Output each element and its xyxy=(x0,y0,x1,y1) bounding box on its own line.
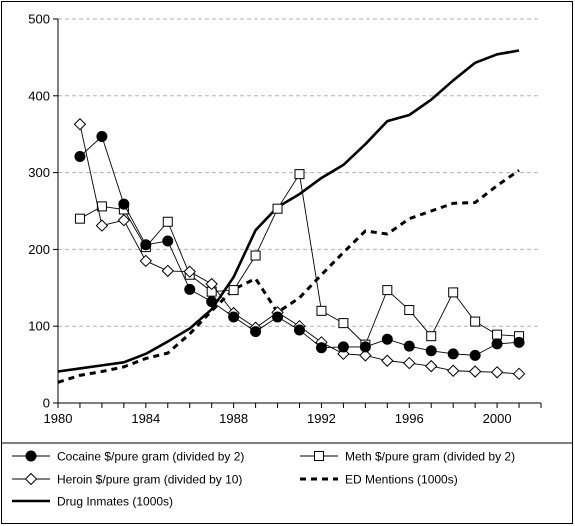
data-point-diamond xyxy=(446,364,460,377)
data-point-square xyxy=(162,216,173,227)
data-point-square xyxy=(382,285,393,296)
axes xyxy=(57,19,541,404)
data-point-square xyxy=(492,329,503,340)
data-point-circle xyxy=(250,326,262,338)
series-4 xyxy=(57,49,520,373)
x-tick-label: 2000 xyxy=(483,411,512,426)
data-point-circle xyxy=(513,336,525,348)
x-tick-label: 1980 xyxy=(44,411,73,426)
data-point-square xyxy=(314,451,324,461)
data-point-diamond xyxy=(73,118,87,131)
y-tick-label: 400 xyxy=(28,88,50,103)
data-point-diamond xyxy=(403,356,416,370)
data-point-square xyxy=(448,287,459,298)
y-tick-label: 100 xyxy=(28,319,50,334)
data-point-square xyxy=(294,169,305,180)
data-point-circle xyxy=(184,283,196,295)
data-point-circle xyxy=(359,341,371,353)
legend-item-4: Drug Inmates (1000s) xyxy=(12,495,173,509)
data-point-diamond xyxy=(24,472,38,486)
data-point-circle xyxy=(118,198,130,210)
data-point-circle xyxy=(315,342,327,354)
data-point-diamond xyxy=(381,354,394,367)
y-tick-label: 200 xyxy=(28,242,50,257)
data-point-square xyxy=(404,305,415,316)
data-point-diamond xyxy=(139,254,153,268)
y-tick-label: 300 xyxy=(28,165,50,180)
data-point-square xyxy=(250,250,261,261)
legend-item-3: ED Mentions (1000s) xyxy=(300,473,458,487)
y-tick-label: 500 xyxy=(28,12,50,27)
data-point-square xyxy=(74,213,85,224)
legend-label: ED Mentions (1000s) xyxy=(345,473,458,487)
data-point-circle xyxy=(381,333,393,345)
data-point-square xyxy=(426,331,437,342)
legend-item-1: Meth $/pure gram (divided by 2) xyxy=(300,450,515,464)
legend-label: Cocaine $/pure gram (divided by 2) xyxy=(57,450,244,464)
data-point-diamond xyxy=(95,219,109,232)
legend-label: Drug Inmates (1000s) xyxy=(57,495,173,509)
legend: Cocaine $/pure gram (divided by 2) Meth $… xyxy=(2,442,573,509)
data-point-circle xyxy=(272,311,284,323)
data-point-circle xyxy=(337,341,349,353)
data-point-diamond xyxy=(359,349,372,362)
y-tick-label: 0 xyxy=(43,396,50,411)
data-point-diamond xyxy=(512,367,526,381)
data-point-circle xyxy=(140,239,152,251)
data-point-square xyxy=(470,316,481,327)
data-point-circle xyxy=(403,340,415,352)
series-0 xyxy=(74,131,525,361)
x-tick-label: 1992 xyxy=(307,411,336,426)
data-point-circle xyxy=(96,131,108,143)
legend-label: Heroin $/pure gram (divided by 10) xyxy=(57,473,242,487)
data-point-diamond xyxy=(183,265,196,278)
data-point-circle xyxy=(228,311,240,323)
x-tick-labels: 1980 1984 1988 1992 1996 2000 xyxy=(44,403,542,426)
legend-item-2: Heroin $/pure gram (divided by 10) xyxy=(12,473,242,487)
data-point-circle xyxy=(294,324,305,336)
data-point-diamond xyxy=(205,277,218,291)
data-point-circle xyxy=(25,450,37,462)
legend-item-0: Cocaine $/pure gram (divided by 2) xyxy=(12,450,244,464)
data-point-square xyxy=(338,318,349,329)
data-point-diamond xyxy=(117,214,131,227)
series-3 xyxy=(57,169,520,384)
data-point-circle xyxy=(491,338,503,350)
data-point-circle xyxy=(469,349,481,361)
data-point-circle xyxy=(425,345,437,357)
x-tick-label: 1988 xyxy=(219,411,248,426)
data-point-diamond xyxy=(425,359,438,373)
data-point-square xyxy=(228,285,239,296)
x-tick-label: 1984 xyxy=(131,411,160,426)
plot-area xyxy=(57,49,526,384)
legend-label: Meth $/pure gram (divided by 2) xyxy=(345,450,515,464)
data-point-square xyxy=(272,203,283,214)
series-line xyxy=(57,169,520,384)
data-point-square xyxy=(316,305,327,316)
x-tick-label: 1996 xyxy=(395,411,424,426)
data-point-circle xyxy=(74,150,86,162)
series-line xyxy=(57,49,520,373)
y-tick-labels: 0 100 200 300 400 500 xyxy=(28,12,58,411)
data-point-circle xyxy=(206,296,218,308)
data-point-diamond xyxy=(161,264,174,278)
data-point-diamond xyxy=(490,366,504,379)
data-point-diamond xyxy=(468,365,482,378)
data-point-circle xyxy=(447,348,459,360)
data-point-circle xyxy=(162,235,174,247)
